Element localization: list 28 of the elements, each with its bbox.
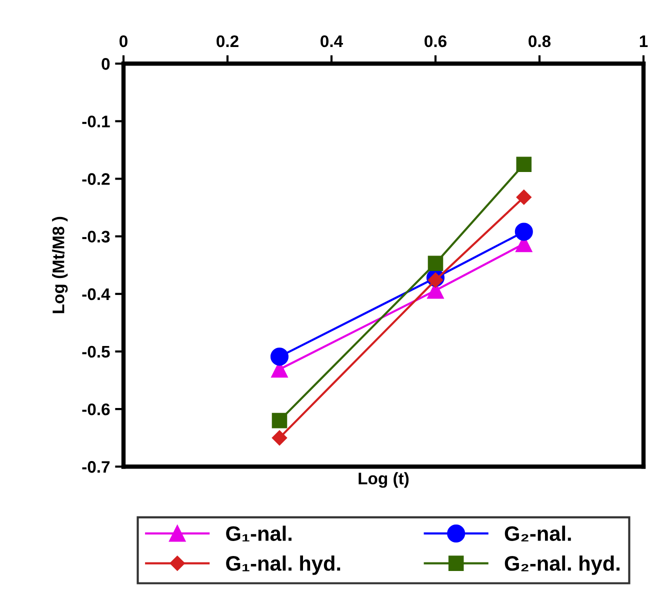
x-tick-label: 0.2 <box>216 35 238 48</box>
point <box>428 256 444 272</box>
y-tick-label: -0.5 <box>82 346 110 358</box>
legend-label: G₂-nal. <box>504 526 571 542</box>
x-tick-label: 0.8 <box>528 35 551 48</box>
y-tick-label: -0.2 <box>82 173 110 185</box>
y-tick-label: -0.7 <box>82 461 110 473</box>
point <box>428 272 444 288</box>
y-tick-label: -0.4 <box>82 288 110 300</box>
y-tick-label: -0.6 <box>82 403 110 416</box>
y-tick-label: -0.1 <box>82 116 110 128</box>
point <box>514 222 533 241</box>
legend-label: G₂-nal. hyd. <box>504 556 620 575</box>
x-tick-label: 0.4 <box>320 35 343 48</box>
point <box>270 348 289 366</box>
y-tick-label: -0.3 <box>82 230 110 243</box>
x-axis-title: Log (t) <box>358 472 409 488</box>
x-tick-label: 0 <box>120 35 128 48</box>
y-axis-title: Log (Mt/M8 ) <box>52 216 68 314</box>
point <box>516 156 532 172</box>
legend-label: G₁-nal. <box>226 526 292 542</box>
x-tick-label: 1 <box>640 36 648 47</box>
x-tick-label: 0.6 <box>424 35 446 48</box>
y-tick-label: 0 <box>102 58 110 70</box>
point <box>272 412 288 428</box>
point <box>272 430 288 446</box>
point <box>516 190 532 205</box>
legend-label: G₁-nal. hyd. <box>226 556 340 575</box>
